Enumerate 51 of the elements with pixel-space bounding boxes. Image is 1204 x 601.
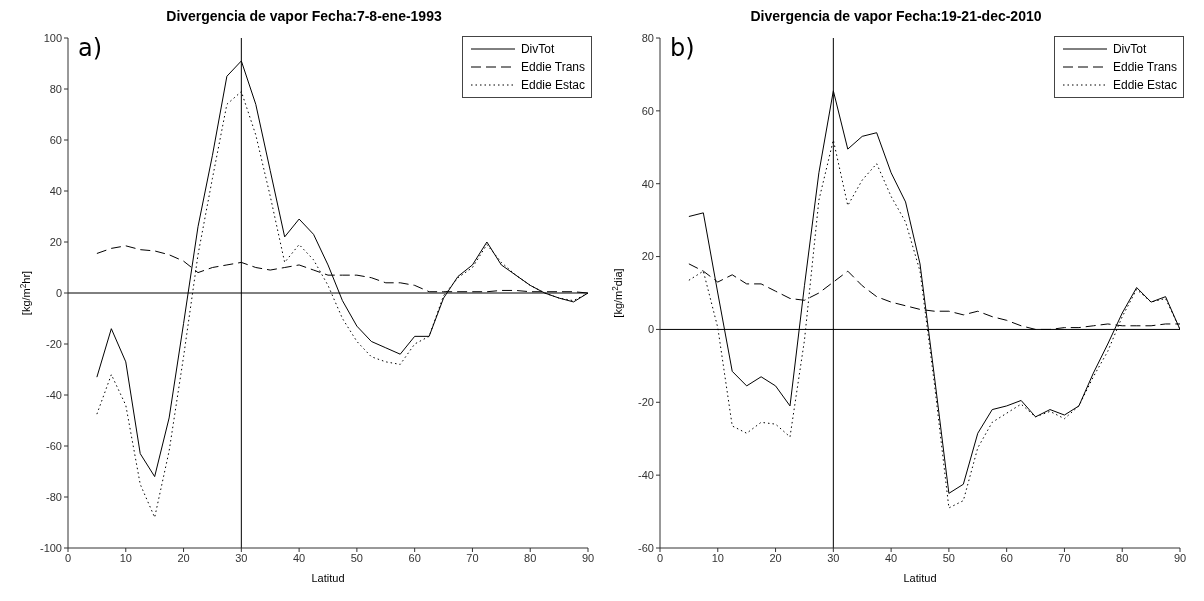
x-tick-label: 20	[177, 551, 190, 564]
x-axis-title: Latitud	[903, 572, 937, 584]
x-tick-label: 70	[1058, 551, 1071, 564]
chart-title: Divergencia de vapor Fecha:7-8-ene-1993	[165, 8, 443, 26]
x-tick-label: 0	[64, 551, 72, 564]
legend-label: Eddie Estac	[520, 78, 585, 92]
x-tick-label: 50	[350, 551, 364, 564]
annotation: a)	[78, 34, 103, 62]
y-tick-label: -60	[46, 439, 62, 452]
y-tick-label: 100	[43, 31, 62, 44]
x-tick-label: 60	[408, 551, 421, 564]
x-tick-label: 10	[119, 551, 132, 564]
legend-label: Eddie Estac	[1112, 78, 1177, 92]
y-tick-label: 80	[49, 82, 62, 95]
y-tick-label: 80	[641, 31, 654, 44]
y-tick-label: 0	[647, 323, 654, 336]
annotation: b)	[670, 34, 695, 62]
y-tick-label: -40	[638, 469, 654, 482]
x-tick-label: 60	[1000, 551, 1013, 564]
x-tick-label: 70	[466, 551, 479, 564]
y-tick-label: 60	[49, 133, 62, 146]
y-tick-label: 0	[55, 286, 62, 299]
y-tick-label: -20	[46, 337, 62, 350]
y-tick-label: 40	[641, 177, 654, 190]
x-tick-label: 90	[1173, 551, 1187, 564]
x-tick-label: 50	[942, 551, 956, 564]
y-tick-label: 40	[49, 184, 62, 197]
y-tick-label: 20	[49, 235, 62, 248]
y-tick-label: -80	[46, 490, 62, 503]
y-tick-label: -100	[39, 541, 62, 554]
chart-title: Divergencia de vapor Fecha:19-21-dec-2010	[749, 8, 1043, 26]
legend-label: DivTot	[1112, 42, 1147, 56]
x-tick-label: 80	[1116, 551, 1129, 564]
y-tick-label: -60	[638, 541, 654, 554]
legend-label: Eddie Trans	[520, 60, 585, 74]
x-tick-label: 0	[656, 551, 664, 564]
y-tick-label: 60	[641, 104, 654, 117]
y-tick-label: -40	[46, 388, 62, 401]
x-tick-label: 30	[235, 551, 248, 564]
x-tick-label: 40	[292, 551, 306, 564]
x-tick-label: 20	[769, 551, 782, 564]
x-tick-label: 30	[827, 551, 840, 564]
y-tick-label: -20	[638, 396, 654, 409]
x-tick-label: 80	[524, 551, 537, 564]
x-tick-label: 10	[711, 551, 724, 564]
legend-label: Eddie Trans	[1112, 60, 1177, 74]
x-tick-label: 90	[581, 551, 595, 564]
legend-label: DivTot	[520, 42, 555, 56]
x-tick-label: 40	[884, 551, 898, 564]
x-axis-title: Latitud	[311, 572, 345, 584]
y-tick-label: 20	[641, 250, 654, 263]
